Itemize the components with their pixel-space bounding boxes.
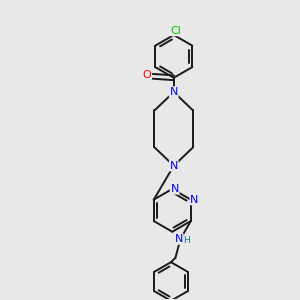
Text: N: N [169,161,178,171]
Text: N: N [170,184,179,194]
Text: N: N [169,87,178,97]
Text: Cl: Cl [171,26,182,35]
Text: H: H [184,236,190,245]
Text: N: N [190,195,199,205]
Text: O: O [143,70,152,80]
Text: N: N [175,234,183,244]
